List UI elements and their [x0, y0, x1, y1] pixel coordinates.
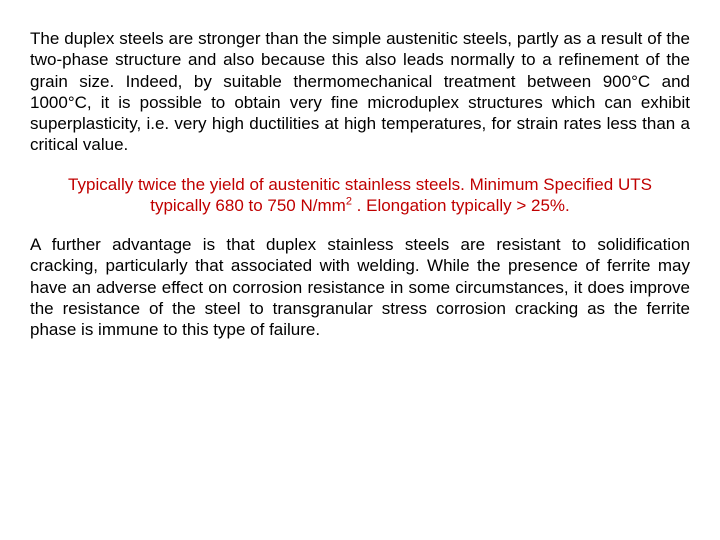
highlight-paragraph: Typically twice the yield of austenitic … [36, 174, 684, 217]
slide-body: The duplex steels are stronger than the … [0, 0, 720, 340]
highlight-text-post: . Elongation typically > 25%. [352, 196, 570, 215]
paragraph-2: A further advantage is that duplex stain… [30, 234, 690, 340]
paragraph-1: The duplex steels are stronger than the … [30, 28, 690, 156]
